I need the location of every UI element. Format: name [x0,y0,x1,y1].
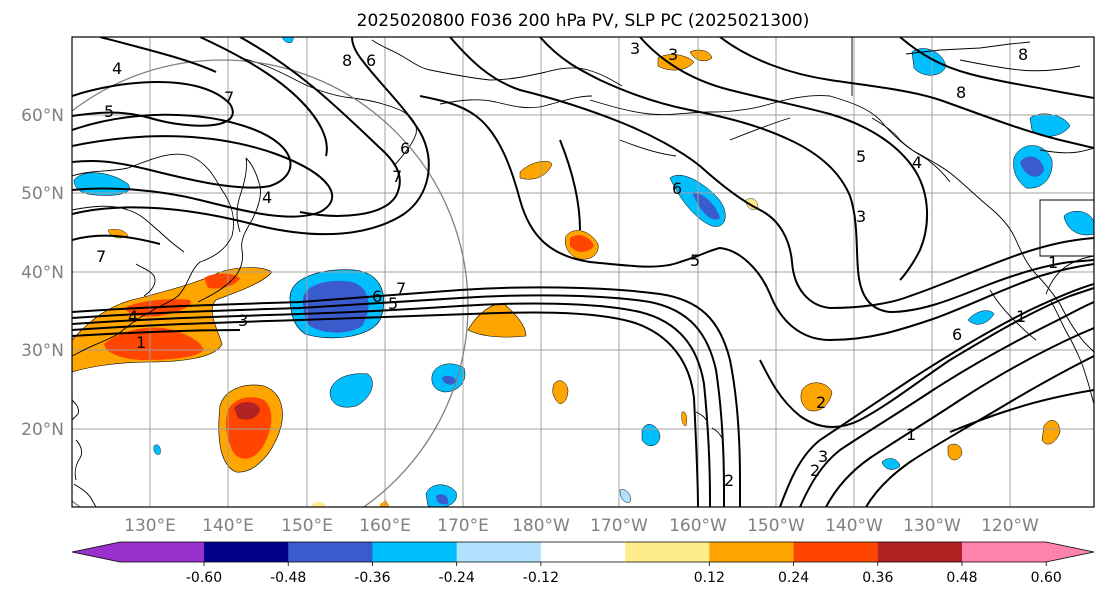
lat-tick-label: 40°N [21,263,64,283]
colorbar-tick-label: 0.12 [694,570,725,586]
lat-tick-label: 60°N [21,106,64,126]
map-panel: 4 5 7 8 6 3 3 8 5 8 5 4 6 3 6 1 7 4 7 6 … [72,37,1094,507]
contour-label: 1 [136,333,146,352]
lon-tick-label: 160°W [669,516,727,536]
contour-label: 8 [342,51,352,70]
lat-tick-label: 30°N [21,341,64,361]
contour-label: 4 [912,153,922,172]
contour-label: 1 [1016,307,1026,326]
pv-positive-shading [72,49,1061,507]
contour-label: 8 [956,83,966,102]
longitude-tick-labels: 130°E 140°E 150°E 160°E 170°E 180°W 170°… [124,516,1039,536]
lon-tick-label: 140°E [202,516,254,536]
colorbar-swatch [540,542,626,562]
colorbar-tick-label: 0.24 [778,570,809,586]
contour-label: 3 [238,311,248,330]
colorbar-tick-label: 0.36 [862,570,893,586]
contour-label: 7 [96,247,106,266]
contour-label: 3 [818,447,828,466]
colorbar-swatch [962,542,1094,562]
contour-label: 6 [372,287,382,306]
contour-label: 4 [112,59,122,78]
lon-tick-label: 150°E [281,516,333,536]
contour-label: 2 [810,461,820,480]
contour-label: 1 [906,425,916,444]
contour-label: 3 [856,207,866,226]
colorbar-swatch [709,542,795,562]
colorbar-tick-label: -0.12 [523,570,559,586]
contour-label: 1 [1048,253,1058,272]
lon-tick-label: 180°W [512,516,570,536]
colorbar-swatch [372,542,458,562]
contour-label: 4 [128,307,138,326]
lon-tick-label: 150°W [747,516,805,536]
lat-tick-label: 50°N [21,184,64,204]
lon-tick-label: 130°E [124,516,176,536]
contour-label: 5 [104,102,114,121]
lon-tick-label: 170°W [590,516,648,536]
colorbar-tick-label: -0.36 [354,570,390,586]
contour-label: 5 [856,147,866,166]
contour-label: 2 [724,471,734,490]
contour-label: 7 [392,167,402,186]
lon-tick-label: 140°W [825,516,883,536]
figure-title: 2025020800 F036 200 hPa PV, SLP PC (2025… [357,11,810,31]
colorbar-tick-label: -0.24 [439,570,475,586]
colorbar-tick-label: -0.60 [186,570,222,586]
lon-tick-label: 120°W [981,516,1039,536]
colorbar-swatch [204,542,289,562]
map-frame [71,36,1095,508]
lon-tick-label: 160°E [359,516,411,536]
contour-label: 8 [1018,45,1028,64]
colorbar-tick-label: -0.48 [270,570,306,586]
colorbar-swatch [288,542,373,562]
colorbar-swatch [877,542,963,562]
lon-tick-label: 170°E [437,516,489,536]
contour-label: 6 [400,139,410,158]
colorbar-outline [71,541,1095,563]
contour-label: 3 [630,39,640,58]
colorbar-swatch [793,542,879,562]
lat-tick-label: 20°N [21,420,64,440]
colorbar-swatch [625,542,710,562]
contour-label: 3 [668,45,678,64]
contour-label: 6 [366,51,376,70]
contour-label: 6 [672,179,682,198]
contour-label: 7 [224,88,234,107]
pv-negative-shading [73,37,1094,507]
slp-contours [72,37,1094,507]
lon-tick-label: 130°W [903,516,961,536]
lat-lon-gridlines [72,37,1094,507]
colorbar-tick-label: 0.60 [1031,570,1062,586]
colorbar-tick-label: 0.48 [946,570,977,586]
contour-label: 5 [388,294,398,313]
colorbar-swatch [456,542,542,562]
contour-label: 7 [396,279,406,298]
contour-label: 4 [262,188,272,207]
contour-label: 6 [952,325,962,344]
contour-label: 5 [690,251,700,270]
colorbar: -0.60 -0.48 -0.36 -0.24 -0.12 0.12 0.24 0.36 0.4… [71,541,1095,586]
contour-label: 2 [816,393,826,412]
colorbar-swatch [72,542,204,562]
latitude-tick-labels: 60°N 50°N 40°N 30°N 20°N [21,106,64,440]
contour-labels: 4 5 7 8 6 3 3 8 5 8 5 4 6 3 6 1 7 4 7 6 … [96,39,1058,490]
